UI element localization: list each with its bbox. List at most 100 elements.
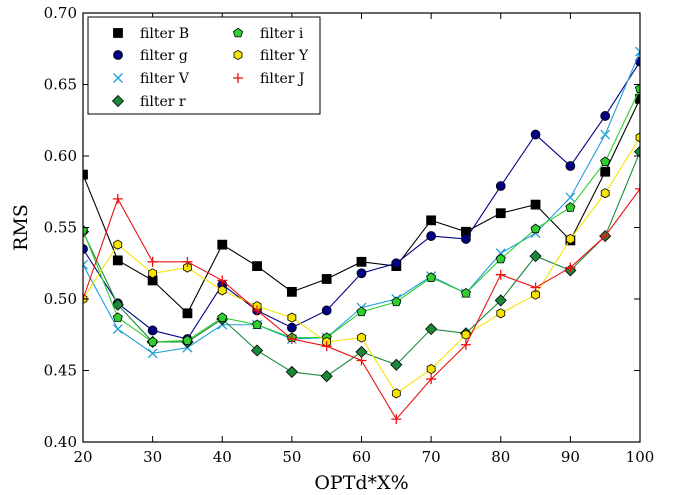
- data-point-filter-j: [495, 269, 506, 280]
- series-line-filter-i: [83, 88, 640, 343]
- data-point-filter-b: [426, 215, 437, 226]
- data-point-filter-j: [600, 231, 611, 242]
- legend-label-filter-i: filter i: [260, 26, 304, 42]
- legend-marker-filter-v: [113, 73, 123, 83]
- data-point-filter-j: [565, 262, 576, 273]
- x-axis-label: OPTd*X%: [314, 472, 408, 494]
- data-point-filter-j: [635, 183, 640, 194]
- legend-item-filter-i: filter i: [232, 26, 304, 42]
- data-point-filter-i: [182, 335, 193, 345]
- data-point-filter-r: [390, 358, 403, 371]
- data-point-filter-r: [425, 322, 438, 336]
- data-point-filter-r: [529, 250, 542, 263]
- legend-item-filter-b: filter B: [113, 26, 189, 42]
- data-point-filter-v: [600, 129, 611, 140]
- data-point-filter-b: [600, 166, 611, 177]
- legend-box: [87, 16, 321, 115]
- data-point-filter-b: [252, 261, 262, 272]
- data-point-filter-y: [531, 289, 540, 300]
- data-point-filter-i: [495, 253, 506, 264]
- series-filter-i: [83, 83, 640, 347]
- x-tick-label: 20: [73, 448, 92, 466]
- legend-label-filter-v: filter V: [140, 71, 190, 87]
- legend-item-filter-j: filter J: [233, 71, 304, 87]
- ticks-layer: 20 30 40 50 60 70 80 90 100 0.40 0.45 0.50 0.55 0.60 0…: [44, 4, 655, 466]
- data-point-filter-j: [426, 374, 437, 385]
- data-point-filter-g: [356, 268, 367, 279]
- x-tick-label: 40: [213, 448, 232, 466]
- data-point-filter-j: [391, 414, 402, 425]
- data-point-filter-g: [565, 161, 576, 171]
- data-point-filter-i: [391, 296, 402, 307]
- data-point-filter-j: [252, 305, 263, 316]
- legend-label-filter-y: filter Y: [260, 48, 309, 64]
- data-point-filter-j: [460, 339, 471, 350]
- data-point-filter-i: [217, 312, 228, 322]
- data-point-filter-i: [112, 312, 123, 322]
- data-point-filter-b: [112, 255, 123, 266]
- legend-label-filter-g: filter g: [140, 48, 188, 64]
- data-point-filter-b: [286, 286, 297, 297]
- series-line-filter-b: [83, 98, 640, 315]
- data-point-filter-b: [182, 308, 193, 319]
- series-filter-j: [83, 183, 640, 425]
- data-point-filter-g: [461, 234, 471, 244]
- data-point-filter-j: [286, 334, 297, 345]
- data-point-filter-y: [113, 239, 123, 250]
- data-point-filter-r: [633, 145, 640, 158]
- data-point-filter-i: [356, 306, 367, 317]
- data-point-filter-y: [600, 188, 610, 199]
- data-point-filter-b: [83, 169, 88, 180]
- data-point-filter-j: [530, 282, 541, 293]
- y-tick-label: 0.70: [44, 4, 77, 22]
- legend-label-filter-r: filter r: [140, 94, 186, 110]
- data-point-filter-g: [600, 111, 611, 121]
- data-point-filter-y: [357, 332, 366, 343]
- data-point-filter-g: [321, 305, 332, 316]
- x-tick-label: 100: [626, 448, 655, 466]
- data-point-filter-y: [426, 364, 436, 375]
- legend-marker-filter-b: [113, 28, 123, 38]
- data-point-filter-y: [183, 262, 192, 273]
- data-point-filter-g: [147, 325, 158, 336]
- data-point-filter-v: [635, 46, 640, 57]
- legend-label-filter-b: filter B: [140, 26, 189, 42]
- x-tick-label: 70: [422, 448, 441, 466]
- legend-marker-filter-r: [111, 94, 125, 108]
- legend-marker-filter-y: [233, 49, 243, 61]
- data-point-filter-g: [426, 231, 437, 241]
- data-point-filter-y: [148, 268, 158, 279]
- legend-label-filter-j: filter J: [260, 71, 304, 87]
- data-point-filter-v: [112, 324, 123, 334]
- data-point-filter-i: [460, 287, 471, 298]
- data-point-filter-g: [83, 244, 88, 254]
- data-point-filter-y: [287, 312, 297, 323]
- data-point-filter-i: [530, 223, 541, 234]
- data-point-filter-j: [356, 355, 367, 366]
- y-tick-label: 0.55: [44, 219, 77, 237]
- data-point-filter-i: [600, 156, 611, 167]
- data-point-filter-j: [182, 256, 193, 267]
- x-tick-label: 50: [282, 448, 301, 466]
- data-point-filter-v: [565, 192, 576, 203]
- data-point-filter-y: [217, 285, 227, 296]
- y-tick-label: 0.45: [44, 362, 77, 380]
- data-point-filter-b: [321, 274, 332, 284]
- data-point-filter-i: [252, 319, 263, 330]
- data-point-filter-g: [530, 129, 541, 140]
- data-point-filter-b: [530, 199, 541, 210]
- y-tick-label: 0.50: [44, 290, 77, 308]
- data-point-filter-v: [83, 259, 88, 270]
- data-point-filter-y: [635, 132, 640, 143]
- data-point-filter-i: [634, 83, 640, 94]
- data-point-filter-y: [496, 308, 506, 319]
- legend-marker-filter-g: [113, 50, 123, 60]
- x-tick-label: 60: [352, 448, 371, 466]
- data-point-filter-i: [147, 336, 158, 347]
- data-point-filter-y: [565, 233, 575, 245]
- data-point-filter-i: [565, 202, 576, 212]
- x-tick-label: 30: [143, 448, 162, 466]
- data-point-filter-b: [217, 239, 228, 250]
- data-point-filter-r: [285, 365, 298, 378]
